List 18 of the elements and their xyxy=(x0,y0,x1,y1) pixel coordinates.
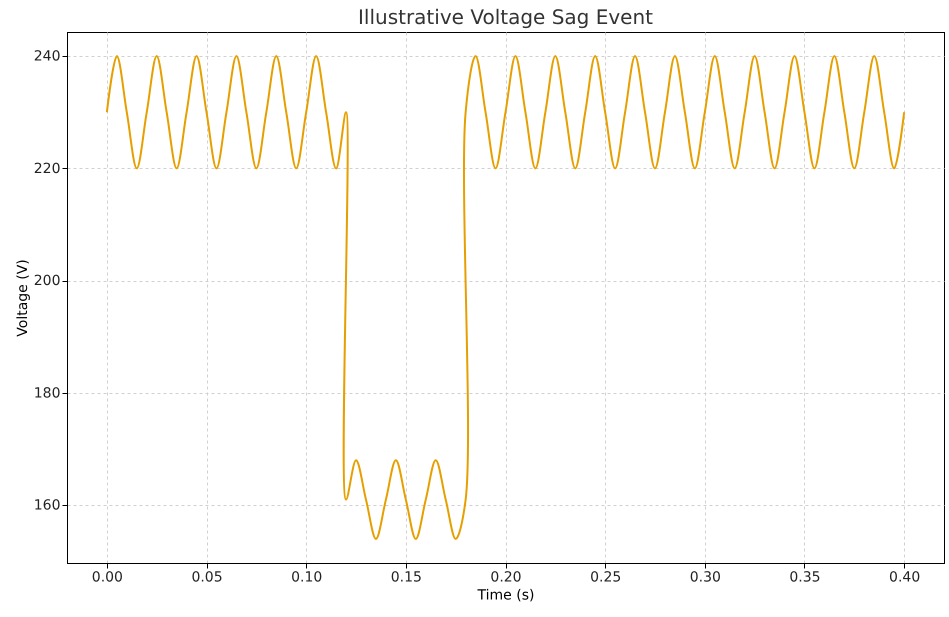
x-tick-label: 0.30 xyxy=(690,570,721,586)
x-tick-label: 0.25 xyxy=(590,570,622,586)
x-tick-label: 0.35 xyxy=(789,570,821,586)
y-tick-label: 200 xyxy=(34,273,60,290)
x-tick-label: 0.05 xyxy=(191,570,223,586)
chart-title: Illustrative Voltage Sag Event xyxy=(358,5,654,29)
x-tick-label: 0.40 xyxy=(889,570,920,586)
x-tick-label: 0.10 xyxy=(291,570,322,586)
y-tick-label: 220 xyxy=(34,160,60,177)
x-tick-label: 0.15 xyxy=(390,570,422,586)
x-tick-label: 0.00 xyxy=(92,570,123,586)
y-tick-label: 240 xyxy=(34,48,60,65)
x-axis-title: Time (s) xyxy=(476,588,534,604)
y-tick-label: 180 xyxy=(34,385,60,402)
y-tick-label: 160 xyxy=(34,498,60,514)
y-axis-title: Voltage (V) xyxy=(14,259,31,337)
line-series xyxy=(106,55,906,540)
x-tick-label: 0.20 xyxy=(490,570,522,586)
